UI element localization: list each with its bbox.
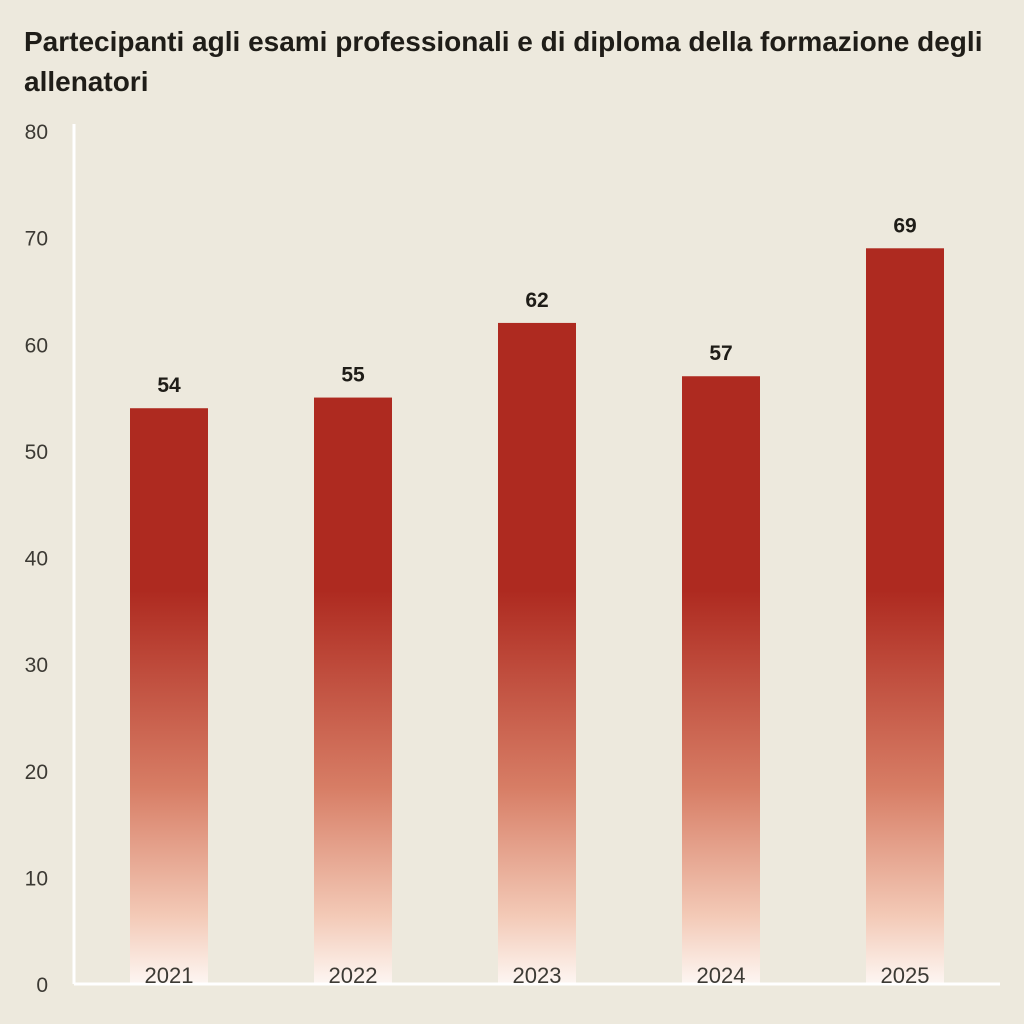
data-label-2024: 57 (709, 342, 732, 365)
y-tick-label-20: 20 (25, 761, 48, 784)
x-tick-label-2023: 2023 (513, 963, 562, 988)
y-tick-label-30: 30 (25, 654, 48, 677)
y-tick-label-80: 80 (25, 121, 48, 144)
bars (130, 248, 944, 985)
y-axis-ticks: 0 10 20 30 40 50 60 70 80 (25, 121, 48, 997)
bar-2022 (314, 397, 392, 984)
x-tick-label-2022: 2022 (329, 963, 378, 988)
x-tick-label-2024: 2024 (697, 963, 746, 988)
y-tick-label-0: 0 (36, 974, 48, 997)
data-labels: 54 55 62 57 69 (157, 214, 916, 397)
y-tick-label-60: 60 (25, 334, 48, 357)
bar-2023 (498, 322, 576, 984)
y-tick-label-40: 40 (25, 548, 48, 571)
x-axis-labels: 2021 2022 2023 2024 2025 (145, 963, 930, 988)
data-label-2025: 69 (893, 214, 916, 237)
y-tick-label-50: 50 (25, 441, 48, 464)
chart-title: Partecipanti agli esami professionali e … (24, 26, 983, 97)
data-label-2021: 54 (157, 374, 181, 397)
data-label-2023: 62 (525, 289, 548, 312)
y-tick-label-70: 70 (25, 228, 48, 251)
x-tick-label-2025: 2025 (881, 963, 930, 988)
data-label-2022: 55 (341, 364, 365, 387)
y-tick-label-10: 10 (25, 867, 48, 890)
bar-2025 (866, 248, 944, 985)
bar-2021 (130, 408, 208, 985)
bar-2024 (682, 376, 760, 984)
x-tick-label-2021: 2021 (145, 963, 194, 988)
